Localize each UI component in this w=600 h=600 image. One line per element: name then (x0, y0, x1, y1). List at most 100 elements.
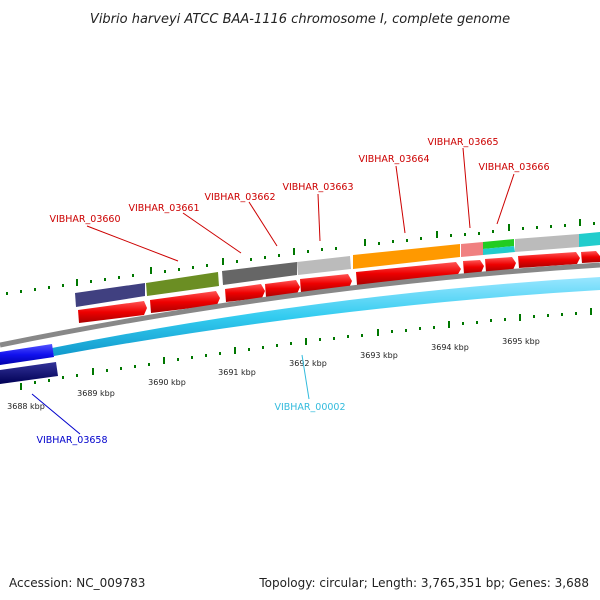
upper-tick-track (6, 219, 595, 295)
tick (319, 338, 321, 341)
leader-line (182, 212, 242, 254)
gene-label[interactable]: VIBHAR_03666 (478, 162, 549, 173)
tick (236, 260, 238, 263)
tick-labels: 3688 kbp 3689 kbp 3690 kbp 3691 kbp 3692… (7, 337, 540, 411)
tick (392, 240, 394, 243)
tick (262, 346, 264, 349)
tick (433, 326, 435, 329)
leader-line (248, 201, 278, 247)
tick (104, 278, 106, 281)
gene-arrow[interactable] (150, 291, 220, 313)
tick (448, 321, 450, 328)
tick (361, 334, 363, 337)
tick (219, 352, 221, 355)
tick (561, 313, 563, 316)
tick (419, 327, 421, 330)
tick (92, 368, 94, 375)
tick (590, 308, 592, 315)
gene-arrow[interactable] (581, 251, 600, 263)
tick (192, 266, 194, 269)
cog-segment (353, 244, 460, 269)
tick (508, 224, 510, 231)
tick (464, 233, 466, 236)
label-leaders (31, 147, 515, 435)
tick (405, 329, 407, 332)
tick (550, 225, 552, 228)
tick (248, 348, 250, 351)
tick-label: 3694 kbp (431, 343, 469, 352)
tick (364, 239, 366, 246)
gene-arrow[interactable] (356, 262, 461, 285)
tick (378, 242, 380, 245)
reverse-gene-arrow[interactable] (0, 344, 54, 365)
tick (6, 292, 8, 295)
tick (222, 258, 224, 265)
tick (148, 363, 150, 366)
tick (48, 379, 50, 382)
tick (293, 248, 295, 255)
tick (307, 250, 309, 253)
tick (450, 234, 452, 237)
gene-arrow[interactable] (463, 260, 484, 274)
tick (250, 258, 252, 261)
tick (391, 330, 393, 333)
accession-label: Accession: NC_009783 (9, 576, 146, 590)
tick (564, 224, 566, 227)
gene-label[interactable]: VIBHAR_03661 (128, 203, 199, 214)
gene-label[interactable]: VIBHAR_03663 (282, 182, 353, 193)
forward-strand-genes (78, 251, 600, 323)
tick (20, 290, 22, 293)
tick (579, 219, 581, 226)
rna-feature[interactable] (52, 277, 600, 356)
tick (34, 381, 36, 384)
leader-line (31, 393, 81, 435)
tick (478, 232, 480, 235)
gene-label[interactable]: VIBHAR_03665 (427, 137, 498, 148)
leader-line (301, 354, 310, 400)
tick (377, 329, 379, 336)
leader-line (317, 193, 321, 242)
tick (290, 342, 292, 345)
tick (163, 357, 165, 364)
tick (150, 267, 152, 274)
tick (333, 337, 335, 340)
gene-arrow[interactable] (485, 257, 516, 272)
tick (206, 264, 208, 267)
tick (593, 222, 595, 225)
cog-segment (483, 239, 514, 249)
cog-segment (75, 283, 145, 307)
tick (34, 288, 36, 291)
gene-label[interactable]: VIBHAR_03664 (358, 154, 429, 165)
tick (536, 226, 538, 229)
cog-segment (515, 234, 579, 252)
tick (575, 312, 577, 315)
gene-arrow[interactable] (518, 252, 580, 268)
gene-label[interactable]: VIBHAR_03658 (36, 435, 107, 446)
gene-label[interactable]: VIBHAR_03662 (204, 192, 275, 203)
tick (177, 358, 179, 361)
gene-label[interactable]: VIBHAR_00002 (274, 402, 345, 413)
backbone (0, 262, 600, 348)
leader-line (395, 165, 406, 234)
cog-segment (146, 272, 219, 296)
tick (436, 231, 438, 238)
gene-label[interactable]: VIBHAR_03660 (49, 214, 120, 225)
tick-label: 3695 kbp (502, 337, 540, 346)
gene-arrow[interactable] (78, 301, 147, 323)
tick (90, 280, 92, 283)
tick (305, 338, 307, 345)
tick (120, 367, 122, 370)
tick-label: 3691 kbp (218, 368, 256, 377)
tick (335, 247, 337, 250)
gene-arrow[interactable] (265, 280, 300, 297)
tick (106, 369, 108, 372)
gene-arrow[interactable] (225, 284, 265, 302)
gene-labels: VIBHAR_03660 VIBHAR_03661 VIBHAR_03662 V… (36, 137, 549, 446)
cog-color-band (75, 232, 600, 307)
tick (462, 322, 464, 325)
leader-line (86, 225, 179, 262)
tick (264, 256, 266, 259)
tick (406, 239, 408, 242)
reverse-gene-arrow[interactable] (0, 362, 58, 384)
